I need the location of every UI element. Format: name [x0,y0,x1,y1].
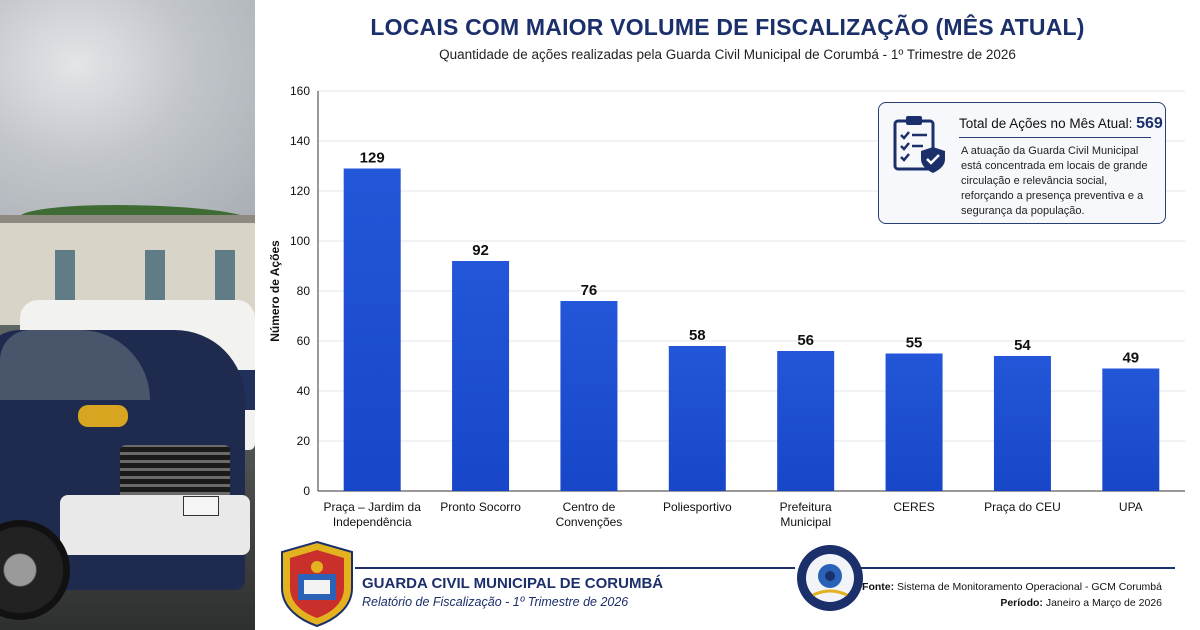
source-value: Sistema de Monitoramento Operacional - G… [897,581,1162,593]
bar-0 [344,169,401,492]
footer-org-name: GUARDA CIVIL MUNICIPAL DE CORUMBÁ [362,575,663,592]
footer-source: Fonte: Sistema de Monitoramento Operacio… [862,581,1162,593]
footer-period: Período: Janeiro a Março de 2026 [1000,597,1162,609]
total-actions-value: 569 [1136,115,1163,132]
y-tick-label-20: 20 [297,434,311,448]
y-tick-label-100: 100 [290,234,310,248]
bar-value-label-1: 92 [472,242,489,259]
y-axis-label: Número de Ações [268,240,282,342]
bar-value-label-7: 49 [1122,350,1139,367]
bar-2 [560,301,617,491]
bar-5 [886,354,943,492]
y-tick-label-120: 120 [290,184,310,198]
period-label: Período: [1000,597,1043,609]
bar-6 [994,356,1051,491]
y-tick-label-0: 0 [303,484,310,498]
y-tick-label-40: 40 [297,384,311,398]
x-tick-label-0: Praça – Jardim da Independência [323,500,421,529]
footer-divider-left [355,567,795,569]
bar-value-label-4: 56 [797,332,814,349]
chart-title: LOCAIS COM MAIOR VOLUME DE FISCALIZAÇÃO … [255,14,1200,41]
bar-value-label-2: 76 [581,282,598,299]
bar-value-label-0: 129 [360,150,385,167]
footer-report-title: Relatório de Fiscalização - 1º Trimestre… [362,595,628,609]
bar-4 [777,351,834,491]
bar-1 [452,261,509,491]
total-actions-label: Total de Ações no Mês Atual: [959,116,1132,131]
source-label: Fonte: [862,581,894,593]
x-tick-label-4: Prefeitura Municipal [780,500,832,529]
total-actions-heading: Total de Ações no Mês Atual: 569 [959,115,1163,133]
chart-subtitle: Quantidade de ações realizadas pela Guar… [255,47,1200,62]
x-tick-label-2: Centro de Convenções [556,500,623,529]
gcm-badge-icon [276,540,358,628]
clipboard-shield-icon [891,113,947,175]
x-tick-label-1: Pronto Socorro [440,500,521,514]
total-actions-card: Total de Ações no Mês Atual: 569 A atuaç… [878,102,1166,224]
y-tick-label-60: 60 [297,334,311,348]
bar-value-label-6: 54 [1014,337,1031,354]
y-tick-label-80: 80 [297,284,311,298]
total-actions-description: A atuação da Guarda Civil Municipal está… [961,144,1161,219]
gcm-vehicles-photo [0,0,255,630]
bar-value-label-5: 55 [906,335,923,352]
x-tick-label-6: Praça do CEU [984,500,1061,514]
period-value: Janeiro a Março de 2026 [1046,597,1162,609]
y-tick-label-140: 140 [290,134,310,148]
y-tick-label-160: 160 [290,84,310,98]
x-tick-label-5: CERES [893,500,934,514]
bar-7 [1102,369,1159,492]
x-tick-label-7: UPA [1119,500,1143,514]
bar-value-label-3: 58 [689,327,706,344]
card-divider [959,137,1151,138]
bar-3 [669,346,726,491]
x-tick-label-3: Poliesportivo [663,500,732,514]
footer-divider-right [855,567,1175,569]
ouvidoria-seal-icon [795,543,865,613]
